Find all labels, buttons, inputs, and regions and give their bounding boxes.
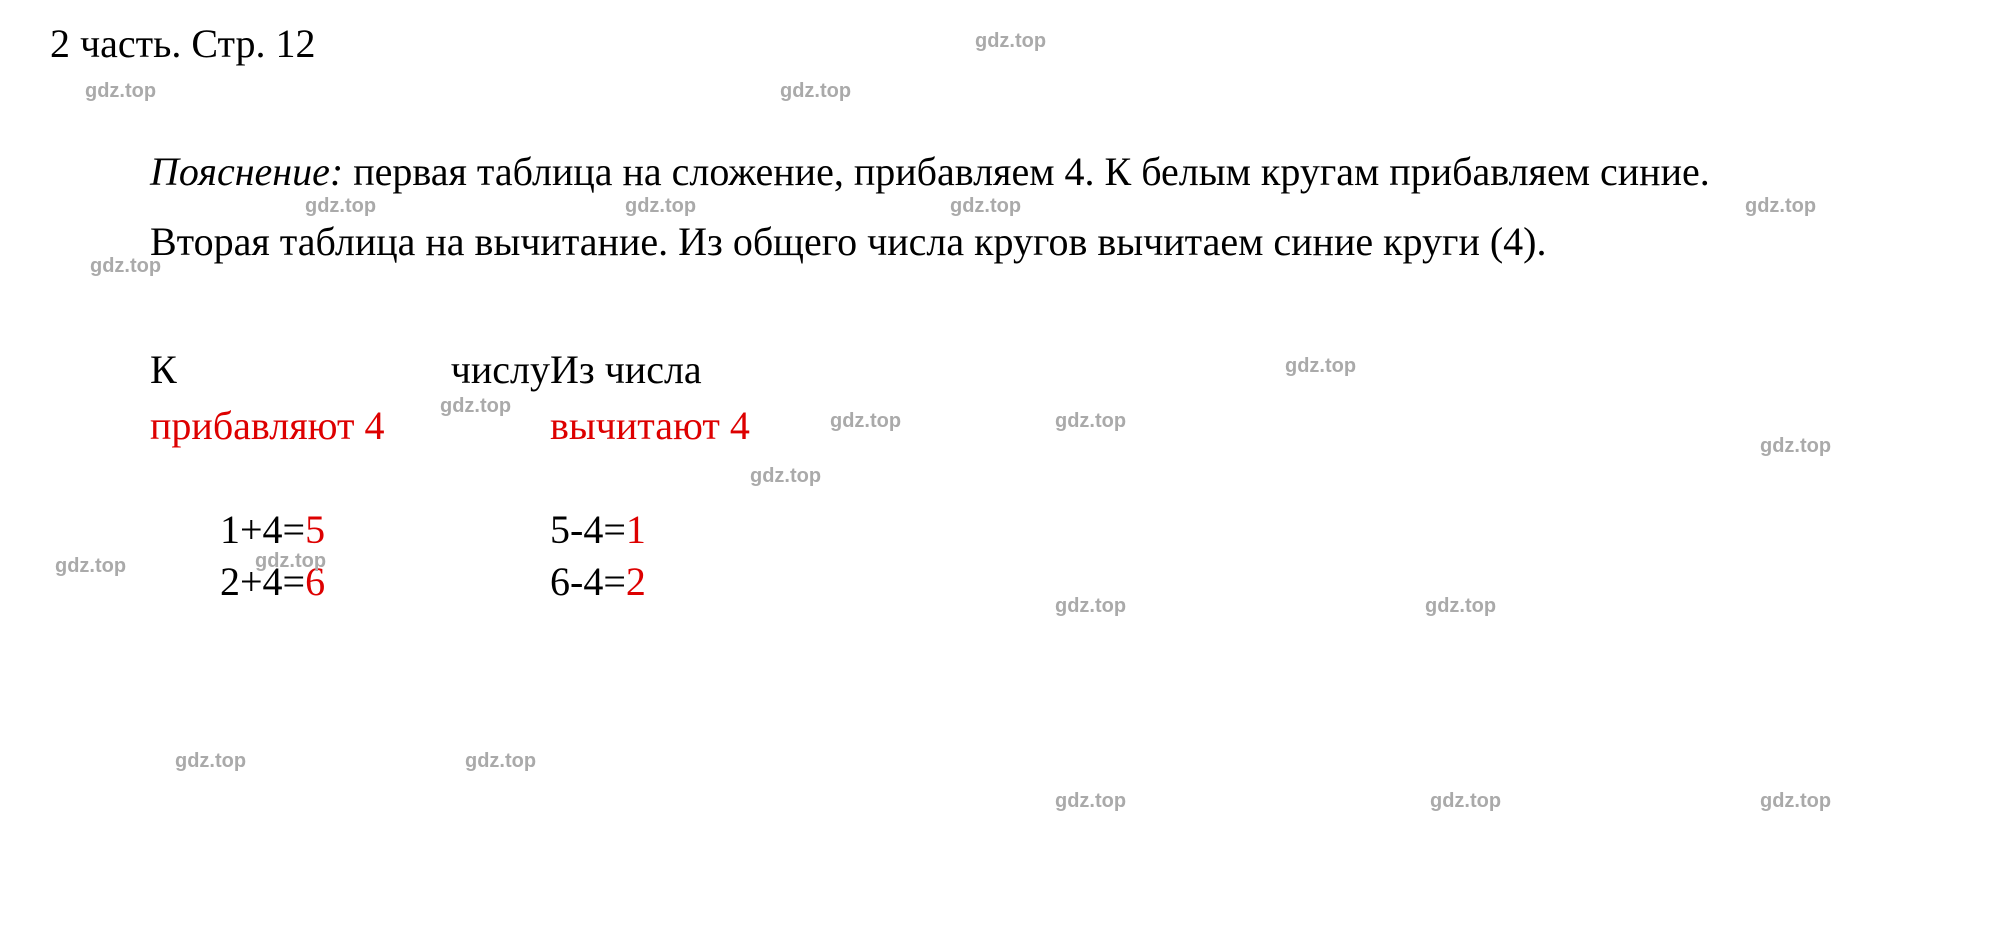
watermark: gdz.top: [750, 465, 821, 488]
watermark: gdz.top: [1055, 410, 1126, 433]
eq1-left: 1+4=: [220, 507, 305, 552]
eq3-result: 1: [626, 507, 646, 552]
watermark: gdz.top: [55, 555, 126, 578]
table-header-col2: Из числа вычитают 4: [550, 342, 950, 454]
equation-3: 5-4=1: [550, 504, 850, 556]
watermark: gdz.top: [1285, 355, 1356, 378]
watermark: gdz.top: [255, 550, 326, 573]
watermark: gdz.top: [975, 30, 1046, 53]
watermark: gdz.top: [625, 195, 696, 218]
paragraph-2: Вторая таблица на вычитание. Из общего ч…: [40, 212, 1960, 272]
watermark: gdz.top: [1055, 595, 1126, 618]
table-headers-row: К числу прибавляют 4 Из числа вычитают 4: [150, 342, 1960, 454]
explanation-label: Пояснение:: [150, 149, 343, 194]
eq1-result: 5: [305, 507, 325, 552]
watermark: gdz.top: [305, 195, 376, 218]
watermark: gdz.top: [1055, 790, 1126, 813]
watermark: gdz.top: [85, 80, 156, 103]
paragraph-1-text: первая таблица на сложение, прибавляем 4…: [343, 149, 1710, 194]
watermark: gdz.top: [1760, 435, 1831, 458]
equations-block: 1+4=5 2+4=6 5-4=1 6-4=2: [220, 504, 1960, 608]
equations-col2: 5-4=1 6-4=2: [550, 504, 850, 608]
equation-4: 6-4=2: [550, 556, 850, 608]
watermark: gdz.top: [440, 395, 511, 418]
eq4-left: 6-4=: [550, 559, 626, 604]
col2-line1: Из числа: [550, 342, 950, 398]
equation-1: 1+4=5: [220, 504, 550, 556]
paragraph-1: Пояснение: первая таблица на сложение, п…: [40, 142, 1960, 202]
eq4-result: 2: [626, 559, 646, 604]
watermark: gdz.top: [175, 750, 246, 773]
eq3-left: 5-4=: [550, 507, 626, 552]
watermark: gdz.top: [465, 750, 536, 773]
watermark: gdz.top: [1425, 595, 1496, 618]
watermark: gdz.top: [1760, 790, 1831, 813]
watermark: gdz.top: [950, 195, 1021, 218]
watermark: gdz.top: [830, 410, 901, 433]
col1-line1-a: К: [150, 342, 177, 398]
watermark: gdz.top: [1745, 195, 1816, 218]
col1-line1: К числу: [150, 342, 550, 398]
watermark: gdz.top: [90, 255, 161, 278]
watermark: gdz.top: [780, 80, 851, 103]
col1-line1-b: числу: [451, 342, 550, 398]
watermark: gdz.top: [1430, 790, 1501, 813]
